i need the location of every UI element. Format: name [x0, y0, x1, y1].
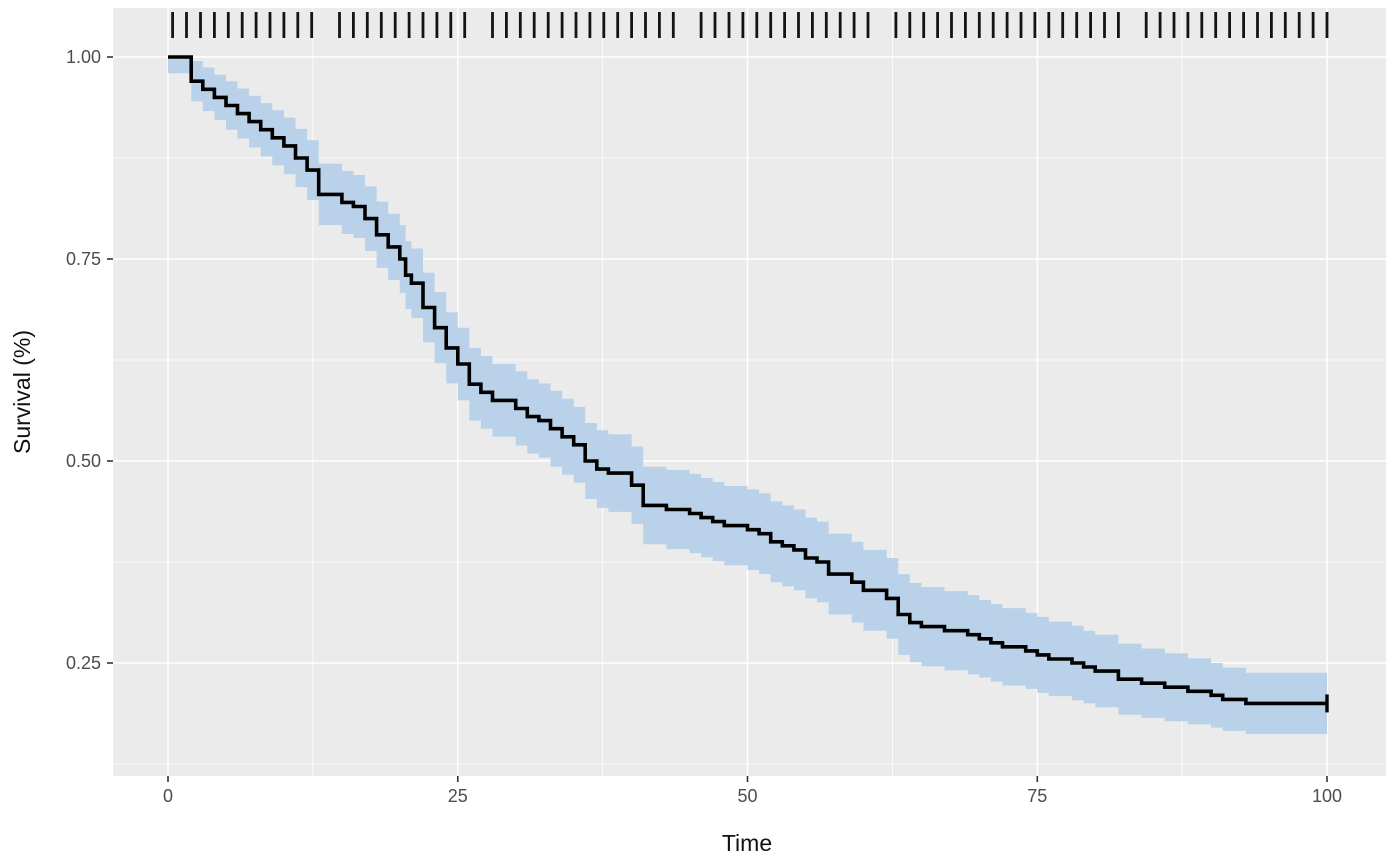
x-tick-label: 75 [1027, 786, 1047, 806]
x-tick-label: 25 [448, 786, 468, 806]
x-tick-label: 100 [1312, 786, 1342, 806]
y-tick-label: 0.50 [66, 451, 101, 471]
y-tick-label: 1.00 [66, 47, 101, 67]
x-tick-label: 50 [737, 786, 757, 806]
x-axis-tick-labels: 0 25 50 75 100 [163, 786, 1342, 806]
y-axis-ticks [107, 56, 113, 664]
x-tick-label: 0 [163, 786, 173, 806]
rug-ticks [171, 12, 1329, 38]
survival-step-line [168, 55, 1327, 706]
y-axis-title: Survival (%) [9, 330, 35, 454]
y-tick-label: 0.25 [66, 653, 101, 673]
y-axis-tick-labels: 1.00 0.75 0.50 0.25 [66, 47, 101, 673]
y-tick-label: 0.75 [66, 249, 101, 269]
confidence-band [168, 57, 1327, 735]
x-axis-ticks [167, 776, 1328, 782]
x-axis-title: Time [722, 830, 772, 856]
plot-panel [113, 8, 1386, 776]
